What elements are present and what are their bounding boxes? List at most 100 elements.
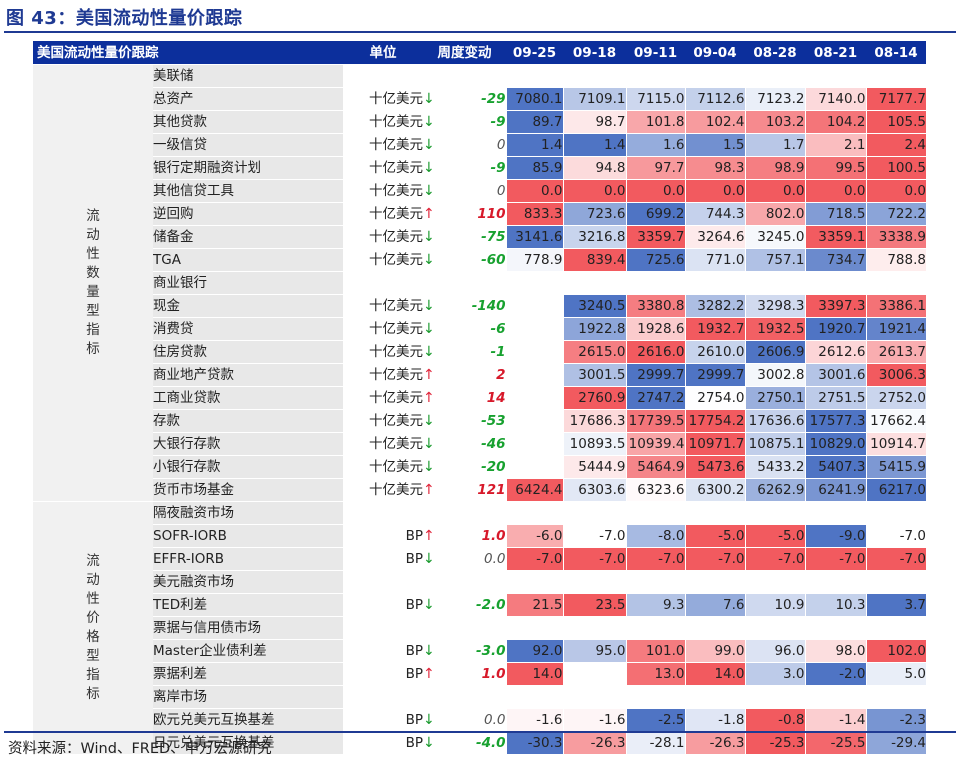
value-cell: 3282.2	[684, 294, 745, 318]
table-row: 欧元兑美元互换基差 BP ↓ 0.0 -1.6 -1.6 -2.5 -1.8 -0.8 -1.4-…	[33, 708, 926, 732]
blank-cell	[343, 501, 926, 525]
value-cell: 94.8	[562, 156, 626, 180]
value-cell: -5.0	[744, 524, 805, 548]
value-cell: 17662.4	[865, 409, 926, 433]
value-cell: 3002.8	[744, 363, 805, 387]
item-name: 货币市场基金	[153, 478, 343, 502]
value-cell: 14.0	[684, 662, 745, 686]
value-cell: 2615.0	[562, 340, 626, 364]
value-cell: 5407.3	[804, 455, 866, 479]
arrow-down-icon: ↓	[423, 639, 443, 663]
value-cell: -7.0	[865, 547, 926, 571]
group-label: 美联储	[153, 64, 343, 88]
arrow-down-icon: ↓	[423, 225, 443, 249]
value-cell: 10939.4	[625, 432, 685, 456]
value-cell: 0.0	[804, 179, 866, 203]
value-cell: -7.0	[562, 547, 626, 571]
unit-cell: 十亿美元	[343, 386, 423, 410]
value-cell: 2999.7	[625, 363, 685, 387]
arrow-down-icon: ↓	[423, 248, 443, 272]
value-cell: 2613.7	[865, 340, 926, 364]
value-cell: 725.6	[625, 248, 685, 272]
value-cell: 1.5	[684, 133, 745, 157]
weekly-change: -2.0	[443, 593, 506, 617]
value-cell: 98.9	[744, 156, 805, 180]
table-row: 其他信贷工具 十亿美元 ↓ 0 0.0 0.0 0.0 0.0 0.0 0.0 0.0	[33, 179, 926, 203]
value-cell: 1920.7	[804, 317, 866, 341]
value-cell: 778.9	[505, 248, 563, 272]
value-cell: -30.3	[505, 731, 563, 755]
value-cell: -25.3	[744, 731, 805, 755]
value-cell: 101.8	[625, 110, 685, 134]
weekly-change: 2	[443, 363, 506, 387]
value-cell: 699.2	[625, 202, 685, 226]
unit-cell: 十亿美元	[343, 409, 423, 433]
value-cell: 102.4	[684, 110, 745, 134]
arrow-down-icon: ↓	[423, 179, 443, 203]
weekly-change: -46	[443, 432, 506, 456]
value-cell: 17739.5	[625, 409, 685, 433]
table-row: 工商业贷款 十亿美元 ↑ 14 2760.9 2747.2 2754.0 2750.1 2751…	[33, 386, 926, 410]
value-cell: -28.1	[625, 731, 685, 755]
value-cell: 3001.6	[804, 363, 866, 387]
value-cell: 1.4	[505, 133, 563, 157]
table-row: 储备金 十亿美元 ↓ -75 3141.6 3216.8 3359.7 3264.6 3245.…	[33, 225, 926, 249]
value-cell: 5415.9	[865, 455, 926, 479]
unit-cell: 十亿美元	[343, 478, 423, 502]
item-name: 大银行存款	[153, 432, 343, 456]
value-cell	[505, 317, 563, 341]
value-cell	[505, 363, 563, 387]
value-cell	[505, 455, 563, 479]
value-cell: 7115.0	[625, 87, 685, 111]
header-date: 08-21	[805, 41, 866, 65]
value-cell: 2754.0	[684, 386, 745, 410]
value-cell: 0.0	[562, 179, 626, 203]
value-cell: 6303.6	[562, 478, 626, 502]
value-cell: 2612.6	[804, 340, 866, 364]
value-cell: 10.3	[804, 593, 866, 617]
value-cell: 7140.0	[804, 87, 866, 111]
arrow-down-icon: ↓	[423, 133, 443, 157]
group-row: 流动性价格型指标 隔夜融资市场	[33, 501, 926, 755]
value-cell: 105.5	[865, 110, 926, 134]
unit-cell: 十亿美元	[343, 340, 423, 364]
value-cell: 771.0	[684, 248, 745, 272]
value-cell: 2610.0	[684, 340, 745, 364]
value-cell: 3.7	[865, 593, 926, 617]
arrow-down-icon: ↓	[423, 593, 443, 617]
value-cell: 9.3	[625, 593, 685, 617]
value-cell: 723.6	[562, 202, 626, 226]
value-cell: 102.0	[865, 639, 926, 663]
table-row: 消费贷 十亿美元 ↓ -6 1922.8 1928.6 1932.7 1932.5 1920.7…	[33, 317, 926, 341]
unit-cell: 十亿美元	[343, 294, 423, 318]
value-cell: 17686.3	[562, 409, 626, 433]
value-cell: 3386.1	[865, 294, 926, 318]
arrow-down-icon: ↓	[423, 432, 443, 456]
blank-cell	[343, 685, 926, 709]
value-cell: 7109.1	[562, 87, 626, 111]
value-cell: 7.6	[684, 593, 745, 617]
weekly-change: -20	[443, 455, 506, 479]
arrow-down-icon: ↓	[423, 455, 443, 479]
value-cell: 6217.0	[865, 478, 926, 502]
item-name: 现金	[153, 294, 343, 318]
weekly-change: -29	[443, 87, 506, 111]
item-name: 银行定期融资计划	[153, 156, 343, 180]
value-cell: 722.2	[865, 202, 926, 226]
value-cell	[505, 386, 563, 410]
value-cell: 103.2	[744, 110, 805, 134]
value-cell: 1932.5	[744, 317, 805, 341]
table-header-row: 美国流动性量价跟踪 单位 周度变动 09-25 09-18 09-11 09-0…	[33, 41, 926, 65]
arrow-down-icon: ↓	[423, 317, 443, 341]
value-cell: 3006.3	[865, 363, 926, 387]
value-cell	[505, 294, 563, 318]
group-row: 流动性数量型指标 美联储	[33, 64, 926, 502]
unit-cell: 十亿美元	[343, 179, 423, 203]
arrow-up-icon: ↑	[423, 363, 443, 387]
blank-cell	[343, 64, 926, 88]
weekly-change: -140	[443, 294, 506, 318]
table-row: SOFR-IORB BP ↑ 1.0 -6.0 -7.0 -8.0 -5.0 -5.0 -9.0-…	[33, 524, 926, 548]
value-cell: 0.0	[744, 179, 805, 203]
value-cell: -7.0	[865, 524, 926, 548]
category-cell: 流动性数量型指标	[33, 64, 153, 502]
